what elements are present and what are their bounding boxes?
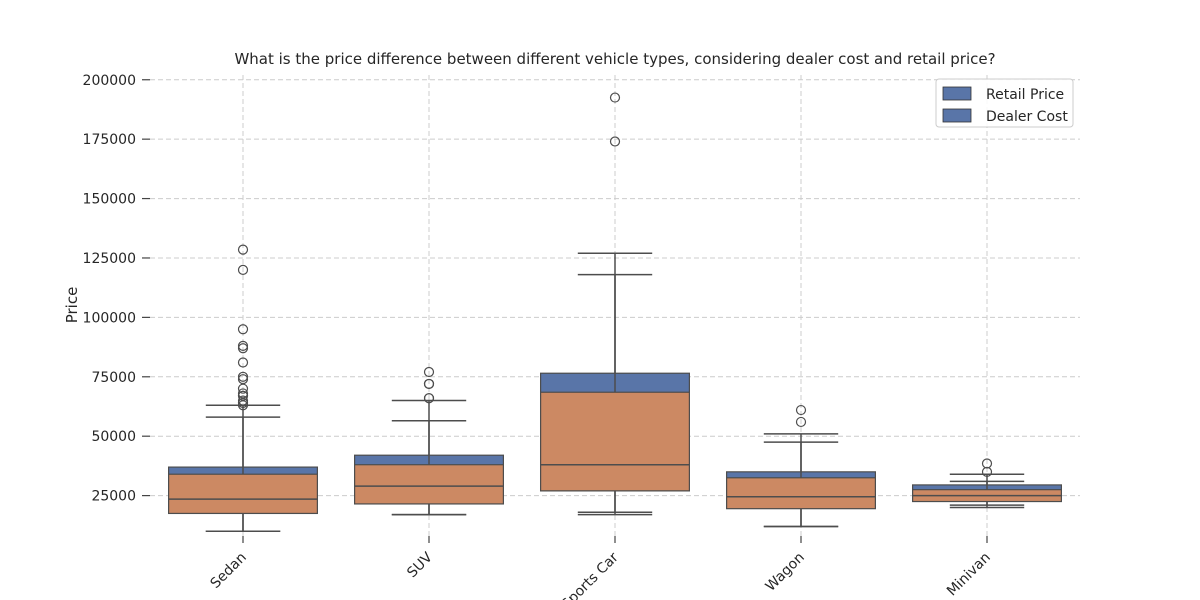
y-tick-label: 175000: [83, 132, 136, 148]
outlier-point: [795, 416, 807, 428]
outlier-point: [237, 264, 249, 275]
outlier-point: [423, 366, 435, 378]
outlier-point: [423, 393, 435, 404]
y-tick-label: 75000: [91, 370, 136, 386]
x-tick-label: Sports Car: [559, 549, 622, 600]
legend: Retail Price Dealer Cost: [935, 78, 1074, 128]
y-tick-label: 125000: [83, 251, 136, 267]
x-tick-label: Wagon: [763, 550, 808, 595]
outlier-point: [237, 397, 249, 409]
outlier-point: [609, 136, 621, 147]
outlier-point: [237, 244, 249, 255]
y-tick-label: 25000: [91, 489, 136, 505]
x-tick-label: Sedan: [208, 550, 250, 592]
y-axis-label: Price: [63, 287, 81, 324]
x-tick-label: SUV: [404, 549, 436, 581]
outlier-point: [981, 466, 993, 477]
box: [168, 473, 319, 515]
legend-label: Retail Price: [986, 87, 1064, 103]
y-tick-label: 150000: [83, 192, 136, 208]
y-tick-label: 50000: [91, 429, 136, 445]
y-tick-label: 200000: [83, 73, 136, 89]
box: [725, 477, 876, 510]
legend-label: Dealer Cost: [986, 109, 1068, 125]
outlier-point: [237, 357, 249, 368]
outlier-point: [237, 390, 249, 401]
chart-title: What is the price difference between dif…: [234, 50, 995, 68]
boxes: [168, 92, 1062, 532]
outlier-point: [237, 340, 249, 351]
outlier-point: [609, 92, 621, 103]
outlier-point: [423, 378, 435, 390]
outlier-point: [237, 371, 249, 382]
legend-swatch: [942, 86, 972, 101]
outlier-point: [981, 458, 993, 469]
outlier-point: [237, 324, 249, 335]
box: [539, 391, 690, 492]
axes: 25000 50000 75000 100000 125000 150000 175000 2…: [83, 73, 994, 600]
outlier-point: [795, 404, 807, 416]
box: [354, 464, 505, 505]
legend-swatch: [942, 108, 972, 123]
y-tick-label: 100000: [83, 310, 136, 326]
x-tick-label: Minivan: [944, 550, 994, 600]
